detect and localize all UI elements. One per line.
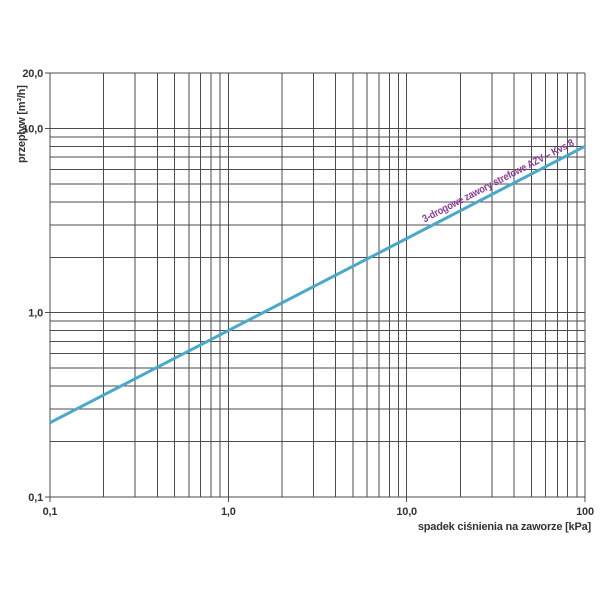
y-tick-label: 10,0 bbox=[22, 123, 43, 135]
gridlines bbox=[49, 72, 586, 498]
y-tick-label: 0,1 bbox=[28, 492, 43, 504]
x-tick-label: 1,0 bbox=[221, 506, 236, 518]
series-line bbox=[49, 144, 586, 425]
x-tick-label: 100 bbox=[576, 506, 594, 518]
y-tick-label: 20,0 bbox=[22, 68, 43, 80]
series-label: 3-drogowe zawory strefowe AZV – Kvs 8 bbox=[420, 137, 576, 225]
axis-tick-marks bbox=[45, 72, 586, 502]
y-axis-title: przepływ [m³/h] bbox=[16, 85, 28, 163]
x-tick-label: 10,0 bbox=[396, 506, 417, 518]
y-tick-label: 1,0 bbox=[28, 308, 43, 320]
x-tick-label: 0,1 bbox=[43, 506, 58, 518]
series-group: 3-drogowe zawory strefowe AZV – Kvs 8 bbox=[49, 137, 586, 425]
x-axis-title: spadek ciśnienia na zaworze [kPa] bbox=[418, 521, 592, 533]
axis-tick-labels: 0,1 1,0 10,0 100 0,1 1,0 10,0 20,0 bbox=[22, 68, 594, 518]
